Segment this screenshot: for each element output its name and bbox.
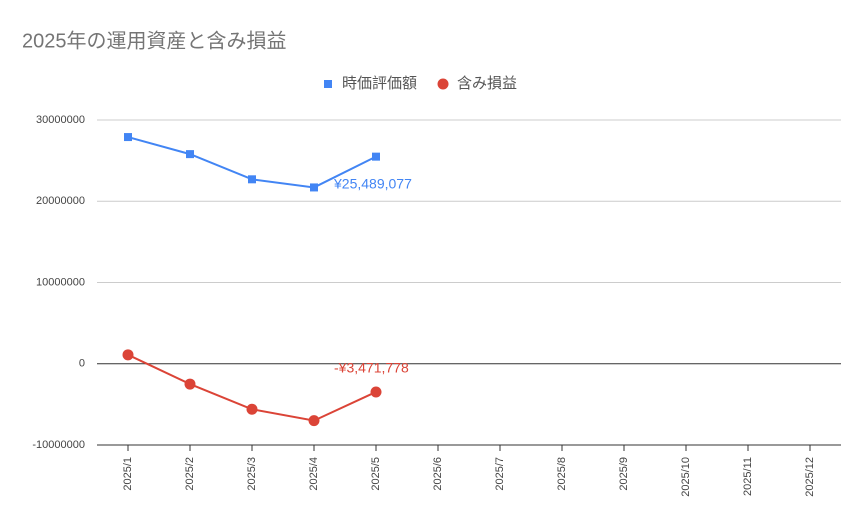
x-tick-label: 2025/9 xyxy=(618,457,630,491)
legend-label: 含み損益 xyxy=(457,75,517,92)
x-tick-label: 2025/3 xyxy=(246,457,258,491)
point xyxy=(248,175,256,184)
point xyxy=(310,183,318,192)
legend-marker xyxy=(437,78,449,90)
x-tick-label: 2025/7 xyxy=(494,457,506,491)
data-label: ¥25,489,077 xyxy=(333,175,412,191)
point xyxy=(370,386,382,398)
point xyxy=(308,415,320,427)
x-tick-label: 2025/1 xyxy=(122,457,134,491)
legend-marker xyxy=(324,80,332,88)
point xyxy=(246,403,258,415)
data-label: -¥3,471,778 xyxy=(334,360,409,376)
y-tick-label: 10000000 xyxy=(36,276,85,288)
legend-label: 時価評価額 xyxy=(342,75,417,92)
point xyxy=(372,152,380,161)
y-tick-label: -10000000 xyxy=(32,439,85,451)
point xyxy=(122,349,134,361)
x-tick-label: 2025/8 xyxy=(556,457,568,491)
point xyxy=(124,133,132,142)
x-tick-label: 2025/5 xyxy=(370,457,382,491)
x-tick-label: 2025/4 xyxy=(308,457,320,491)
point xyxy=(184,378,196,390)
x-tick-label: 2025/12 xyxy=(804,457,816,497)
point xyxy=(186,150,194,159)
y-tick-label: 0 xyxy=(79,358,85,370)
y-tick-label: 20000000 xyxy=(36,195,85,207)
x-tick-label: 2025/11 xyxy=(742,457,754,496)
x-tick-label: 2025/10 xyxy=(680,457,692,497)
x-tick-label: 2025/2 xyxy=(184,457,196,491)
chart-title: 2025年の運用資産と含み損益 xyxy=(22,29,287,52)
y-tick-label: 30000000 xyxy=(36,114,85,126)
x-tick-label: 2025/6 xyxy=(432,457,444,491)
